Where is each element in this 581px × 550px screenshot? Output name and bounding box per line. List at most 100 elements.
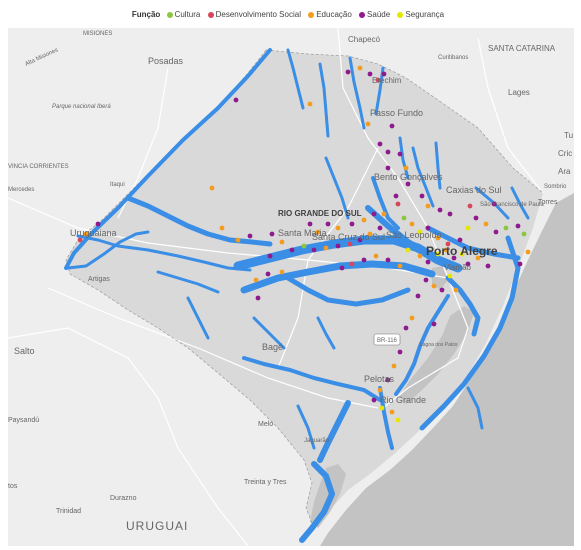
facility-point[interactable] [83, 231, 89, 237]
facility-point[interactable] [371, 211, 377, 217]
facility-point[interactable] [255, 295, 261, 301]
facility-point[interactable] [431, 283, 437, 289]
facility-point[interactable] [493, 229, 499, 235]
facility-point[interactable] [515, 223, 521, 229]
facility-point[interactable] [377, 387, 383, 393]
facility-point[interactable] [425, 225, 431, 231]
facility-point[interactable] [361, 217, 367, 223]
facility-point[interactable] [437, 207, 443, 213]
facility-point[interactable] [335, 243, 341, 249]
facility-point[interactable] [403, 165, 409, 171]
facility-point[interactable] [219, 225, 225, 231]
facility-point[interactable] [467, 203, 473, 209]
facility-point[interactable] [357, 237, 363, 243]
facility-point[interactable] [95, 221, 101, 227]
facility-point[interactable] [425, 203, 431, 209]
facility-point[interactable] [403, 325, 409, 331]
facility-point[interactable] [335, 225, 341, 231]
facility-point[interactable] [375, 77, 381, 83]
legend-item-saude[interactable]: Saúde [359, 10, 390, 19]
facility-point[interactable] [307, 101, 313, 107]
facility-point[interactable] [349, 221, 355, 227]
facility-point[interactable] [451, 255, 457, 261]
facility-point[interactable] [385, 165, 391, 171]
facility-point[interactable] [367, 231, 373, 237]
facility-point[interactable] [357, 65, 363, 71]
facility-point[interactable] [457, 237, 463, 243]
facility-point[interactable] [405, 247, 411, 253]
facility-point[interactable] [385, 377, 391, 383]
facility-point[interactable] [269, 231, 275, 237]
facility-point[interactable] [265, 271, 271, 277]
facility-point[interactable] [289, 247, 295, 253]
facility-point[interactable] [385, 257, 391, 263]
facility-point[interactable] [253, 277, 259, 283]
facility-point[interactable] [301, 243, 307, 249]
facility-point[interactable] [401, 215, 407, 221]
facility-point[interactable] [325, 221, 331, 227]
facility-point[interactable] [435, 251, 441, 257]
legend-item-desenvolvimento-social[interactable]: Desenvolvimento Social [207, 10, 301, 19]
facility-point[interactable] [385, 149, 391, 155]
facility-point[interactable] [439, 287, 445, 293]
facility-point[interactable] [377, 141, 383, 147]
facility-point[interactable] [389, 123, 395, 129]
facility-point[interactable] [397, 263, 403, 269]
facility-point[interactable] [379, 405, 385, 411]
facility-point[interactable] [345, 69, 351, 75]
facility-point[interactable] [425, 259, 431, 265]
legend-item-educacao[interactable]: Educação [308, 10, 352, 19]
facility-point[interactable] [465, 225, 471, 231]
facility-point[interactable] [521, 231, 527, 237]
flood-map[interactable]: MISIONES Chapecó Curitibanos SANTA CATAR… [8, 28, 574, 546]
facility-point[interactable] [415, 293, 421, 299]
facility-point[interactable] [209, 185, 215, 191]
facility-point[interactable] [395, 201, 401, 207]
facility-point[interactable] [395, 417, 401, 423]
facility-point[interactable] [459, 251, 465, 257]
facility-point[interactable] [483, 221, 489, 227]
facility-point[interactable] [475, 255, 481, 261]
facility-point[interactable] [397, 349, 403, 355]
facility-point[interactable] [279, 269, 285, 275]
facility-point[interactable] [347, 241, 353, 247]
facility-point[interactable] [315, 229, 321, 235]
legend-item-seguranca[interactable]: Segurança [397, 10, 444, 19]
facility-point[interactable] [381, 211, 387, 217]
facility-point[interactable] [381, 71, 387, 77]
facility-point[interactable] [417, 229, 423, 235]
facility-point[interactable] [389, 409, 395, 415]
facility-point[interactable] [77, 237, 83, 243]
facility-point[interactable] [371, 397, 377, 403]
facility-point[interactable] [311, 247, 317, 253]
facility-point[interactable] [435, 235, 441, 241]
facility-point[interactable] [465, 261, 471, 267]
facility-point[interactable] [307, 221, 313, 227]
facility-point[interactable] [419, 193, 425, 199]
facility-point[interactable] [373, 253, 379, 259]
facility-point[interactable] [405, 181, 411, 187]
facility-point[interactable] [417, 253, 423, 259]
facility-point[interactable] [445, 241, 451, 247]
facility-point[interactable] [409, 315, 415, 321]
facility-point[interactable] [431, 321, 437, 327]
facility-point[interactable] [323, 245, 329, 251]
facility-point[interactable] [377, 225, 383, 231]
facility-point[interactable] [423, 277, 429, 283]
facility-point[interactable] [233, 97, 239, 103]
facility-point[interactable] [339, 265, 345, 271]
facility-point[interactable] [517, 261, 523, 267]
facility-point[interactable] [393, 193, 399, 199]
facility-point[interactable] [491, 201, 497, 207]
facility-point[interactable] [503, 225, 509, 231]
facility-point[interactable] [361, 257, 367, 263]
facility-point[interactable] [397, 151, 403, 157]
facility-point[interactable] [447, 211, 453, 217]
facility-point[interactable] [525, 249, 531, 255]
facility-point[interactable] [267, 253, 273, 259]
facility-point[interactable] [453, 287, 459, 293]
facility-point[interactable] [409, 221, 415, 227]
facility-point[interactable] [391, 363, 397, 369]
facility-point[interactable] [349, 261, 355, 267]
facility-point[interactable] [279, 239, 285, 245]
